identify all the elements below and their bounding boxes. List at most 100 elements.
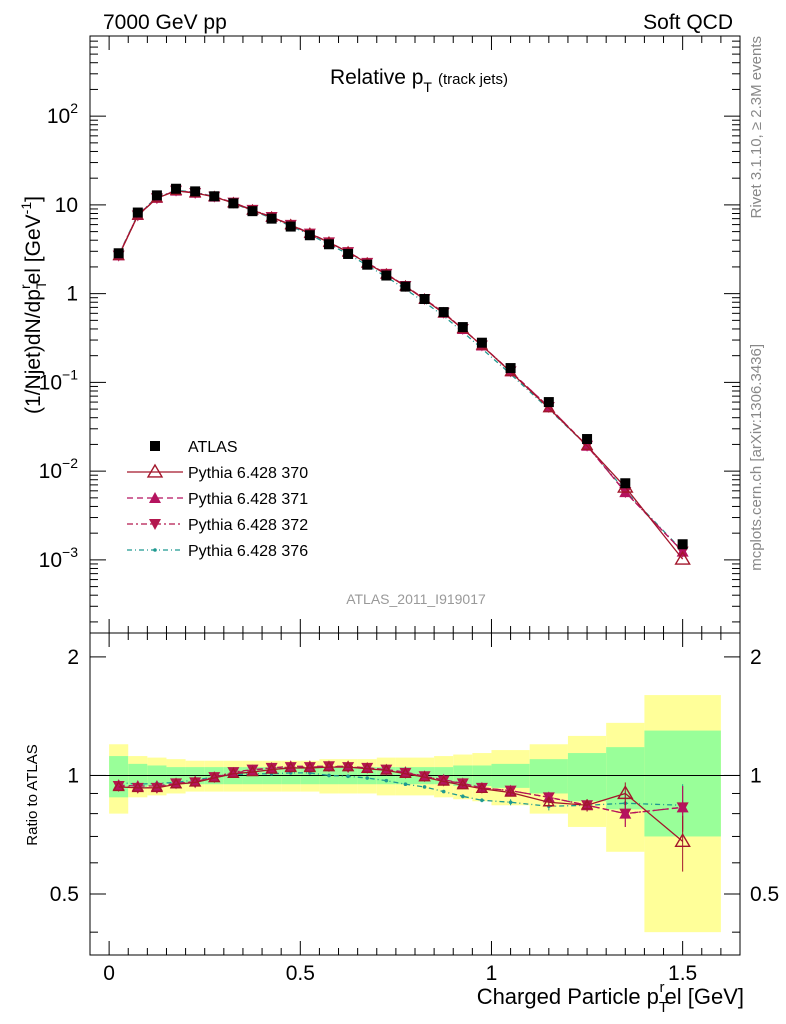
series-point-1 bbox=[542, 401, 556, 413]
data-point bbox=[476, 337, 487, 348]
data-point bbox=[190, 186, 201, 197]
data-point bbox=[209, 191, 220, 202]
legend-marker bbox=[146, 463, 164, 478]
ratio-plot-area bbox=[90, 695, 740, 933]
ratio-point-1 bbox=[150, 781, 164, 793]
y-tick-label: 1 bbox=[66, 283, 78, 306]
y-label-end: ] bbox=[22, 196, 45, 202]
ratio-panel: 0.5 0.5 1 1 2 2 bbox=[50, 632, 779, 956]
ratio-point-4 bbox=[422, 785, 427, 789]
y-tick-base: 1 bbox=[66, 283, 78, 306]
ratio-y-tick-label: 1 bbox=[67, 764, 79, 787]
y-label-tail: el [GeV bbox=[22, 214, 45, 284]
data-point bbox=[171, 183, 182, 194]
header-left: 7000 GeV pp bbox=[103, 11, 227, 34]
ratio-point-2 bbox=[619, 807, 632, 819]
x-tick-label: 0 bbox=[103, 962, 115, 985]
y-tick-label: 10−3 bbox=[39, 544, 79, 572]
ratio-point-1 bbox=[246, 765, 259, 777]
data-point bbox=[505, 363, 516, 374]
ratio-point-4 bbox=[327, 773, 331, 778]
x-label-main: Charged Particle p bbox=[477, 984, 659, 1009]
data-point bbox=[343, 248, 354, 259]
plot-title-sub: T bbox=[423, 79, 432, 95]
ratio-point-1 bbox=[437, 775, 450, 786]
data-point bbox=[400, 281, 411, 292]
data-point bbox=[151, 190, 162, 201]
header-right: Soft QCD bbox=[643, 11, 733, 34]
ratio-point-4 bbox=[441, 789, 446, 794]
legend-marker bbox=[149, 492, 161, 503]
legend-label: Pythia 6.428 371 bbox=[188, 491, 308, 508]
data-point bbox=[285, 221, 296, 232]
series-point-1 bbox=[674, 550, 691, 565]
y-tick-base: 10 bbox=[55, 194, 78, 217]
ratio-point-1 bbox=[360, 762, 374, 773]
main-y-axis-label: (1/Njet)dN/dpTrel [GeV-1] bbox=[17, 196, 49, 414]
x-label-sub: T bbox=[659, 999, 668, 1016]
legend-label: Pythia 6.428 372 bbox=[188, 517, 308, 534]
y-tick-label: 10 bbox=[55, 194, 78, 217]
data-point bbox=[457, 322, 468, 333]
y-tick-exp: −2 bbox=[62, 455, 78, 471]
ratio-y-tick-labels: 0.5 0.5 1 1 2 2 bbox=[50, 646, 779, 906]
ratio-point-4 bbox=[384, 778, 389, 783]
mcplots-label: mcplots.cern.ch [arXiv:1306.3436] bbox=[748, 344, 765, 571]
y-tick-exp: 2 bbox=[70, 100, 78, 116]
y-label-main: (1/Njet)dN/dp bbox=[22, 289, 45, 414]
data-point bbox=[620, 478, 631, 489]
y-tick-base: 10 bbox=[39, 460, 62, 483]
main-plot-area bbox=[112, 183, 691, 565]
ratio-point-1 bbox=[284, 761, 297, 773]
ratio-point-1 bbox=[542, 795, 556, 807]
ratio-point-1 bbox=[265, 763, 278, 774]
data-point bbox=[304, 230, 315, 241]
y-tick-label: 10−2 bbox=[39, 455, 79, 483]
ratio-y-tick-label-right: 1 bbox=[750, 764, 762, 787]
ratio-point-4 bbox=[460, 794, 465, 799]
analysis-id: ATLAS_2011_I919017 bbox=[346, 591, 486, 607]
ratio-point-4 bbox=[508, 800, 513, 805]
data-point bbox=[228, 198, 239, 209]
ratio-point-4 bbox=[480, 798, 484, 803]
y-tick-base: 10 bbox=[39, 549, 62, 572]
ratio-point-1 bbox=[418, 770, 431, 782]
main-x-ticks bbox=[108, 36, 722, 633]
legend-marker-atlas bbox=[150, 441, 160, 451]
data-point bbox=[323, 239, 334, 250]
data-point bbox=[132, 207, 143, 218]
ratio-point-1 bbox=[188, 776, 202, 787]
y-tick-label: 102 bbox=[47, 100, 78, 128]
data-point bbox=[381, 270, 392, 281]
data-point bbox=[247, 206, 258, 217]
x-label-tail: el [GeV] bbox=[665, 984, 744, 1009]
ratio-point-4 bbox=[346, 774, 350, 779]
x-tick-label: 1 bbox=[486, 962, 498, 985]
x-tick-label: 1.5 bbox=[668, 962, 697, 985]
rivet-label: Rivet 3.1.10, ≥ 2.3M events bbox=[748, 36, 765, 219]
ratio-point-1 bbox=[456, 778, 470, 790]
legend-marker bbox=[153, 548, 157, 552]
data-point bbox=[419, 294, 430, 305]
ratio-y-tick-label: 2 bbox=[67, 646, 79, 669]
ratio-point-2 bbox=[676, 801, 689, 813]
ratio-point-1 bbox=[341, 760, 355, 772]
ratio-point-4 bbox=[403, 782, 408, 787]
y-label-exp: -1 bbox=[18, 202, 34, 215]
x-tick-label: 0.5 bbox=[286, 962, 315, 985]
plot-title-main: Relative p bbox=[330, 66, 423, 89]
main-y-ticks bbox=[90, 35, 740, 623]
series-point-1 bbox=[580, 439, 594, 450]
ratio-y-tick-label-right: 0.5 bbox=[750, 883, 779, 906]
data-point bbox=[543, 397, 554, 408]
data-point bbox=[438, 307, 449, 318]
ratio-point-1 bbox=[475, 782, 489, 793]
ratio-point-1 bbox=[303, 761, 317, 773]
ratio-point-1 bbox=[208, 771, 221, 783]
legend: ATLAS Pythia 6.428 370 Pythia 6.428 371 Pyt… bbox=[127, 439, 308, 560]
ratio-band-inner bbox=[529, 759, 568, 794]
ratio-point-1 bbox=[504, 786, 517, 797]
